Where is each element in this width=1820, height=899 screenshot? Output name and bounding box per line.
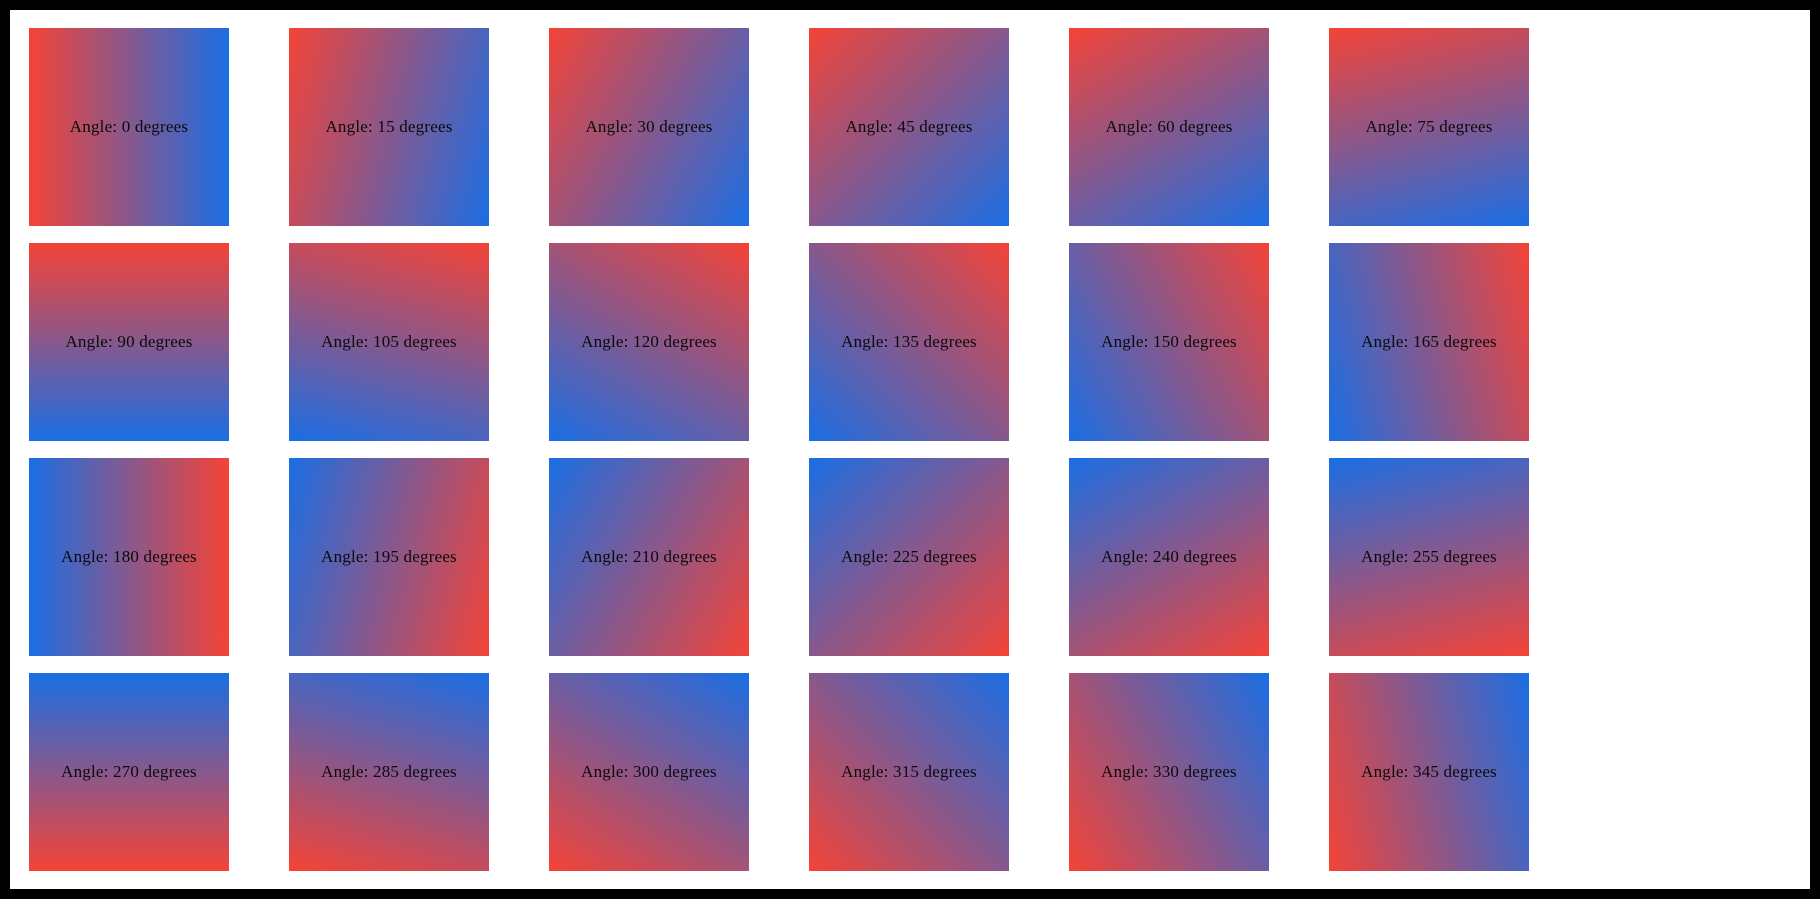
gradient-tile: Angle: 225 degrees [809, 458, 1009, 656]
tile-angle-label: Angle: 195 degrees [321, 547, 457, 566]
tile-angle-label: Angle: 0 degrees [69, 117, 189, 136]
tile-angle-label: Angle: 30 degrees [585, 117, 713, 136]
gradient-tile: Angle: 75 degrees [1329, 28, 1529, 226]
tile-angle-label: Angle: 105 degrees [321, 332, 457, 351]
tile-angle-label: Angle: 270 degrees [61, 762, 197, 781]
tile-angle-label: Angle: 315 degrees [841, 762, 977, 781]
gradient-tile: Angle: 210 degrees [549, 458, 749, 656]
gradient-tile: Angle: 105 degrees [289, 243, 489, 441]
gradient-tile: Angle: 165 degrees [1329, 243, 1529, 441]
tile-angle-label: Angle: 135 degrees [841, 332, 977, 351]
gradient-tile: Angle: 135 degrees [809, 243, 1009, 441]
tile-angle-label: Angle: 255 degrees [1361, 547, 1497, 566]
gradient-tile: Angle: 30 degrees [549, 28, 749, 226]
gradient-tile: Angle: 285 degrees [289, 673, 489, 871]
gradient-grid: Angle: 0 degrees Angle: 15 degrees Angle… [29, 28, 1810, 871]
tile-angle-label: Angle: 165 degrees [1361, 332, 1497, 351]
gradient-tile: Angle: 90 degrees [29, 243, 229, 441]
tile-angle-label: Angle: 90 degrees [65, 332, 193, 351]
tile-angle-label: Angle: 240 degrees [1101, 547, 1237, 566]
tile-angle-label: Angle: 75 degrees [1365, 117, 1493, 136]
gradient-tile: Angle: 0 degrees [29, 28, 229, 226]
tile-angle-label: Angle: 300 degrees [581, 762, 717, 781]
page-content: Angle: 0 degrees Angle: 15 degrees Angle… [10, 10, 1810, 889]
tile-angle-label: Angle: 60 degrees [1105, 117, 1233, 136]
tile-angle-label: Angle: 45 degrees [845, 117, 973, 136]
tile-angle-label: Angle: 330 degrees [1101, 762, 1237, 781]
gradient-tile: Angle: 45 degrees [809, 28, 1009, 226]
gradient-tile: Angle: 60 degrees [1069, 28, 1269, 226]
tile-angle-label: Angle: 345 degrees [1361, 762, 1497, 781]
gradient-tile: Angle: 315 degrees [809, 673, 1009, 871]
gradient-tile: Angle: 150 degrees [1069, 243, 1269, 441]
tile-angle-label: Angle: 150 degrees [1101, 332, 1237, 351]
tile-angle-label: Angle: 285 degrees [321, 762, 457, 781]
gradient-tile: Angle: 120 degrees [549, 243, 749, 441]
tile-angle-label: Angle: 180 degrees [61, 547, 197, 566]
gradient-tile: Angle: 270 degrees [29, 673, 229, 871]
gradient-tile: Angle: 255 degrees [1329, 458, 1529, 656]
tile-angle-label: Angle: 210 degrees [581, 547, 717, 566]
tile-angle-label: Angle: 15 degrees [325, 117, 453, 136]
gradient-tile: Angle: 330 degrees [1069, 673, 1269, 871]
gradient-tile: Angle: 180 degrees [29, 458, 229, 656]
gradient-tile: Angle: 300 degrees [549, 673, 749, 871]
gradient-tile: Angle: 15 degrees [289, 28, 489, 226]
tile-angle-label: Angle: 120 degrees [581, 332, 717, 351]
tile-angle-label: Angle: 225 degrees [841, 547, 977, 566]
gradient-tile: Angle: 345 degrees [1329, 673, 1529, 871]
gradient-tile: Angle: 240 degrees [1069, 458, 1269, 656]
gradient-tile: Angle: 195 degrees [289, 458, 489, 656]
